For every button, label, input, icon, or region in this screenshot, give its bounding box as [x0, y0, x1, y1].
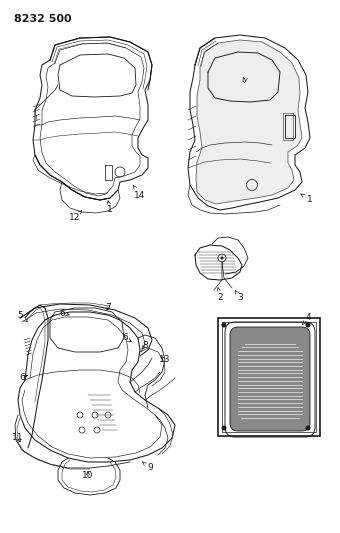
Text: 9: 9 — [142, 462, 153, 472]
Text: 4: 4 — [302, 313, 311, 325]
FancyBboxPatch shape — [222, 322, 316, 432]
Circle shape — [306, 322, 310, 327]
Text: 12: 12 — [69, 211, 82, 222]
Circle shape — [306, 425, 310, 431]
Text: 6: 6 — [19, 374, 28, 383]
Text: 7: 7 — [105, 303, 111, 312]
FancyBboxPatch shape — [230, 327, 310, 431]
Text: 3: 3 — [235, 290, 243, 303]
Polygon shape — [196, 40, 302, 204]
Text: ty: ty — [241, 77, 249, 83]
Text: 13: 13 — [159, 356, 171, 365]
FancyBboxPatch shape — [218, 318, 320, 436]
Text: 14: 14 — [133, 185, 146, 199]
Text: 10: 10 — [82, 471, 94, 480]
Text: 6: 6 — [59, 309, 69, 318]
Text: 11: 11 — [12, 433, 24, 442]
Circle shape — [221, 425, 226, 431]
Text: 6: 6 — [122, 334, 131, 343]
Text: 1: 1 — [301, 194, 313, 205]
Text: 8232 500: 8232 500 — [14, 14, 72, 24]
Text: 2: 2 — [217, 288, 223, 303]
Circle shape — [221, 256, 223, 260]
Text: 1: 1 — [107, 201, 113, 214]
Circle shape — [221, 322, 226, 327]
Text: 5: 5 — [17, 311, 28, 322]
Text: 8: 8 — [142, 341, 148, 350]
